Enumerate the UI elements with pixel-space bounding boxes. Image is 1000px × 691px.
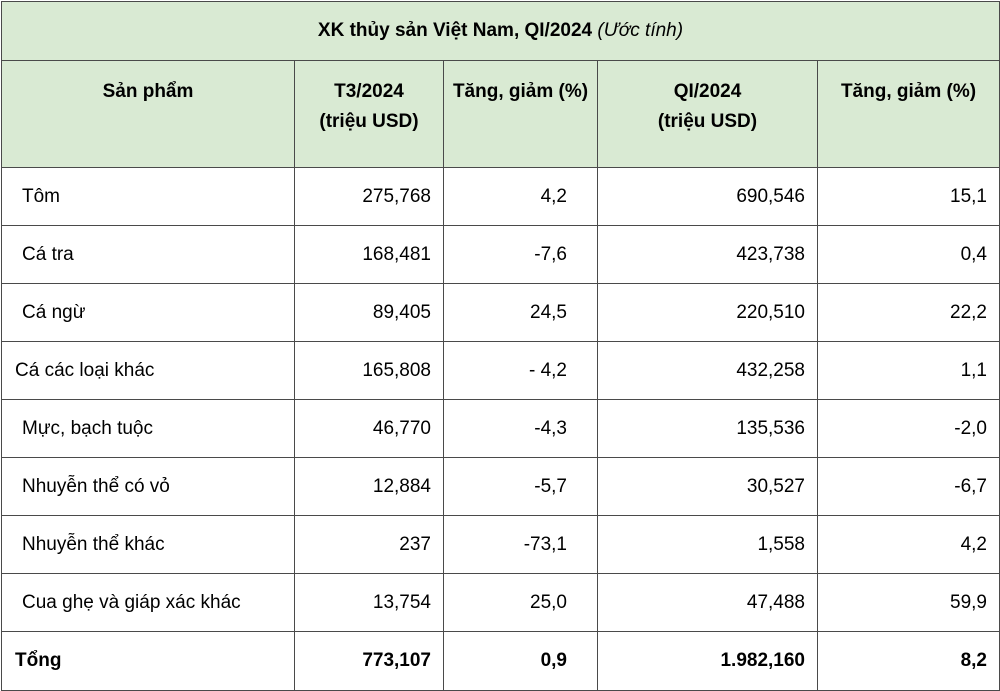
- value-t3: 46,770: [294, 399, 444, 458]
- change-q1: 0,4: [817, 225, 1000, 284]
- header-change-t3: Tăng, giảm (%): [443, 60, 598, 168]
- header-q1-line2: (triệu USD): [657, 111, 758, 132]
- table-title-note: (Ước tính): [597, 20, 684, 41]
- table-row: Tôm 275,768 4,2 690,546 15,1: [1, 167, 1000, 226]
- change-q1: 4,2: [817, 515, 1000, 574]
- header-change-q1: Tăng, giảm (%): [817, 60, 1000, 168]
- header-t3: T3/2024 (triệu USD): [294, 60, 444, 168]
- change-q1: 59,9: [817, 573, 1000, 632]
- value-q1: 30,527: [597, 457, 818, 516]
- change-q1: 1,1: [817, 341, 1000, 400]
- change-t3: 24,5: [443, 283, 598, 342]
- product-name: Tôm: [1, 167, 295, 226]
- total-t3: 773,107: [294, 631, 444, 691]
- change-t3: -7,6: [443, 225, 598, 284]
- total-change-q1: 8,2: [817, 631, 1000, 691]
- value-q1: 1,558: [597, 515, 818, 574]
- change-q1: 15,1: [817, 167, 1000, 226]
- change-t3: -5,7: [443, 457, 598, 516]
- value-q1: 47,488: [597, 573, 818, 632]
- value-q1: 690,546: [597, 167, 818, 226]
- total-change-t3: 0,9: [443, 631, 598, 691]
- table-row: Nhuyễn thể khác 237 -73,1 1,558 4,2: [1, 515, 1000, 574]
- value-q1: 220,510: [597, 283, 818, 342]
- header-q1: QI/2024 (triệu USD): [597, 60, 818, 168]
- value-t3: 13,754: [294, 573, 444, 632]
- total-label: Tổng: [1, 631, 295, 691]
- value-t3: 168,481: [294, 225, 444, 284]
- header-product: Sản phẩm: [1, 60, 295, 168]
- header-q1-line1: QI/2024: [673, 81, 742, 102]
- table-title-main: XK thủy sản Việt Nam, QI/2024: [317, 20, 593, 41]
- change-q1: 22,2: [817, 283, 1000, 342]
- table-row: Cá ngừ 89,405 24,5 220,510 22,2: [1, 283, 1000, 342]
- value-t3: 165,808: [294, 341, 444, 400]
- product-name: Cua ghẹ và giáp xác khác: [1, 573, 295, 632]
- value-q1: 423,738: [597, 225, 818, 284]
- header-t3-line1: T3/2024: [334, 81, 404, 102]
- change-t3: -73,1: [443, 515, 598, 574]
- value-t3: 237: [294, 515, 444, 574]
- value-q1: 432,258: [597, 341, 818, 400]
- value-t3: 12,884: [294, 457, 444, 516]
- title-row: XK thủy sản Việt Nam, QI/2024 (Ước tính): [1, 1, 1000, 61]
- header-row: Sản phẩm T3/2024 (triệu USD) Tăng, giảm …: [1, 60, 1000, 168]
- total-q1: 1.982,160: [597, 631, 818, 691]
- product-name: Mực, bạch tuộc: [1, 399, 295, 458]
- change-q1: -6,7: [817, 457, 1000, 516]
- table-row: Nhuyễn thể có vỏ 12,884 -5,7 30,527 -6,7: [1, 457, 1000, 516]
- table-row: Cá các loại khác 165,808- 4,2 432,258 1,1: [1, 341, 1000, 400]
- table-row: Cá tra 168,481 -7,6 423,738 0,4: [1, 225, 1000, 284]
- product-name: Nhuyễn thể có vỏ: [1, 457, 295, 516]
- value-t3: 275,768: [294, 167, 444, 226]
- change-t3: 25,0: [443, 573, 598, 632]
- product-name: Nhuyễn thể khác: [1, 515, 295, 574]
- value-t3: 89,405: [294, 283, 444, 342]
- header-t3-line2: (triệu USD): [319, 111, 419, 132]
- product-name: Cá ngừ: [1, 283, 295, 342]
- change-q1: -2,0: [817, 399, 1000, 458]
- product-name: Cá tra: [1, 225, 295, 284]
- table-row: Cua ghẹ và giáp xác khác 13,754 25,0 47,488…: [1, 573, 1000, 632]
- change-t3: -4,3: [443, 399, 598, 458]
- change-t3: 4,2: [443, 167, 598, 226]
- table-title: XK thủy sản Việt Nam, QI/2024 (Ước tính): [1, 1, 1000, 61]
- value-q1: 135,536: [597, 399, 818, 458]
- table-body: Tôm 275,768 4,2 690,546 15,1 Cá tra 168,481 -7,…: [1, 167, 1000, 632]
- total-row: Tổng 773,107 0,9 1.982,160 8,2: [1, 631, 1000, 691]
- change-t3: - 4,2: [443, 341, 598, 400]
- product-name: Cá các loại khác: [1, 341, 295, 400]
- table-row: Mực, bạch tuộc 46,770 -4,3 135,536 -2,0: [1, 399, 1000, 458]
